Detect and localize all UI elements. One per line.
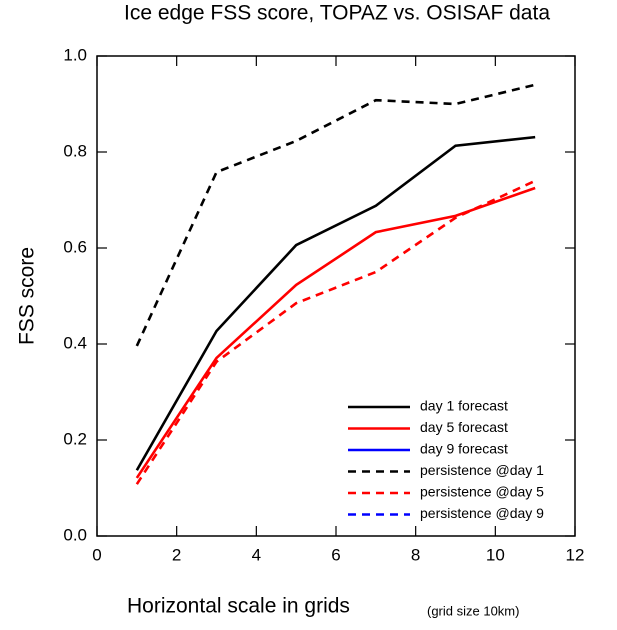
- x-axis-note: (grid size 10km): [427, 603, 519, 618]
- legend-label: persistence @day 5: [420, 484, 544, 500]
- x-axis-label: Horizontal scale in grids: [127, 595, 350, 618]
- x-tick-label: 0: [92, 545, 101, 564]
- series-line: [135, 83, 536, 347]
- legend-label: day 1 forecast: [420, 398, 508, 414]
- series-line: [135, 179, 536, 485]
- x-tick-label: 12: [566, 545, 585, 564]
- legend-label: day 9 forecast: [420, 441, 508, 457]
- y-tick-label: 0.0: [63, 525, 87, 544]
- legend-label: persistence @day 1: [420, 462, 544, 478]
- legend-label: day 5 forecast: [420, 419, 508, 435]
- y-tick-label: 0.2: [63, 429, 87, 448]
- y-tick-label: 0.6: [63, 237, 87, 256]
- x-tick-label: 6: [331, 545, 340, 564]
- x-tick-label: 8: [411, 545, 420, 564]
- y-tick-label: 1.0: [63, 45, 87, 64]
- series-line: [135, 135, 536, 471]
- x-tick-label: 4: [252, 545, 261, 564]
- y-tick-label: 0.4: [63, 333, 87, 352]
- x-tick-label: 2: [172, 545, 181, 564]
- legend-label: persistence @day 9: [420, 505, 544, 521]
- x-tick-label: 10: [486, 545, 505, 564]
- y-axis-label: FSS score: [16, 247, 39, 345]
- y-tick-label: 0.8: [63, 141, 87, 160]
- chart-title: Ice edge FSS score, TOPAZ vs. OSISAF dat…: [124, 2, 550, 25]
